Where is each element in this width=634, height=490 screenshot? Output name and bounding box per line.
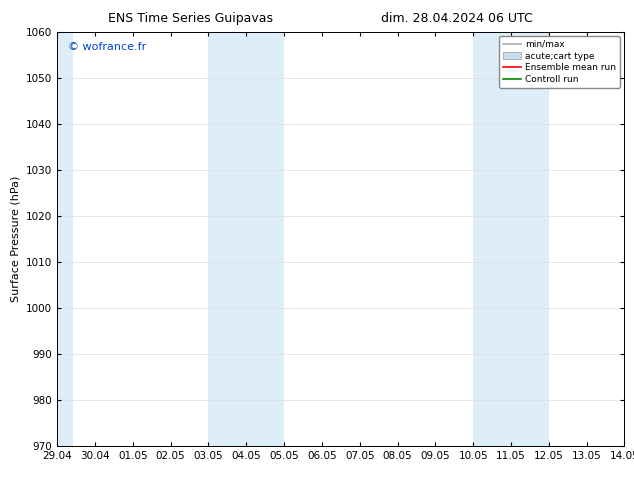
Y-axis label: Surface Pressure (hPa): Surface Pressure (hPa) [10,176,20,302]
Bar [209,32,284,446]
Text: dim. 28.04.2024 06 UTC: dim. 28.04.2024 06 UTC [380,12,533,25]
Bar [57,32,73,446]
Text: ENS Time Series Guipavas: ENS Time Series Guipavas [108,12,273,25]
Bar [473,32,549,446]
Text: © wofrance.fr: © wofrance.fr [68,42,146,52]
Legend: min/max, acute;cart type, Ensemble mean run, Controll run: min/max, acute;cart type, Ensemble mean … [499,36,620,88]
